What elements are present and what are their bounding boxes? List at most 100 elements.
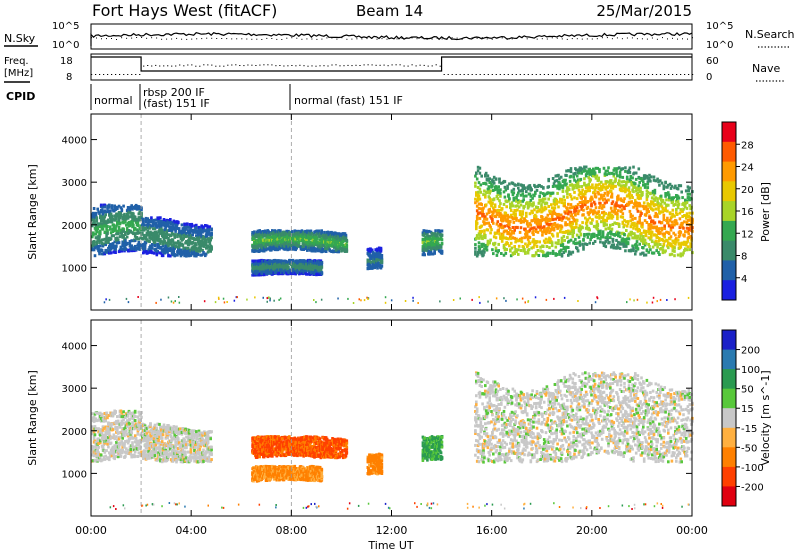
noise-search-point	[656, 38, 658, 40]
echo-cell	[542, 254, 545, 258]
echo-cell	[570, 226, 574, 230]
echo-cell	[271, 231, 275, 235]
echo-cell	[477, 194, 481, 198]
echo-cell	[531, 231, 534, 235]
echo-cell	[150, 224, 153, 228]
echo-cell	[582, 245, 585, 249]
echo-cell	[482, 206, 485, 210]
echo-cell	[163, 234, 167, 238]
echo-cell	[194, 252, 197, 256]
echo-cell	[542, 225, 546, 229]
noise-search-point	[476, 37, 478, 39]
echo-cell	[313, 267, 316, 271]
echo-cell	[112, 223, 116, 227]
echo-cell	[161, 244, 165, 248]
noise-search-point	[136, 37, 138, 38]
echo-cell	[612, 174, 616, 178]
echo-cell	[197, 242, 201, 246]
noise-search-point	[687, 38, 688, 40]
echo-cell	[494, 236, 498, 240]
echo-cell	[598, 197, 601, 201]
echo-cell	[584, 226, 588, 230]
echo-cell	[557, 184, 560, 188]
echo-cell	[587, 183, 591, 186]
echo-cell	[542, 245, 545, 248]
echo-cell	[524, 251, 527, 254]
echo-cell	[612, 172, 616, 176]
echo-cell	[135, 247, 139, 250]
noise-search-point	[386, 38, 388, 40]
echo-cell	[268, 238, 271, 242]
echo-cell	[320, 260, 324, 264]
echo-cell	[483, 250, 486, 254]
echo-cell	[556, 234, 559, 238]
echo-cell	[501, 219, 505, 223]
noise-search-point	[682, 38, 683, 40]
echo-cell	[201, 248, 204, 252]
echo-cell	[559, 248, 563, 252]
echo-cell	[580, 207, 583, 211]
echo-cell	[581, 203, 584, 207]
echo-cell	[556, 232, 559, 236]
nave-point	[371, 64, 373, 66]
echo-cell	[305, 237, 308, 241]
echo-cell	[422, 240, 426, 244]
echo-cell	[309, 246, 313, 250]
echo-cell	[101, 244, 105, 248]
echo-cell	[474, 250, 477, 254]
nave-point	[307, 65, 309, 67]
echo-cell	[584, 242, 587, 246]
echo-cell	[603, 222, 607, 226]
echo-cell	[505, 200, 508, 204]
echo-cell	[100, 208, 104, 212]
echo-cell	[475, 217, 479, 221]
echo-cell	[558, 187, 561, 191]
echo-cell	[533, 194, 536, 198]
echo-cell	[569, 167, 573, 171]
echo-cell	[538, 226, 541, 230]
echo-cell	[515, 250, 518, 254]
echo-cell	[169, 254, 172, 258]
noise-search-point	[571, 38, 573, 40]
noise-search-point	[376, 38, 378, 40]
echo-cell	[155, 253, 159, 257]
echo-cell	[380, 254, 384, 257]
echo-cell	[184, 235, 187, 239]
nave-point	[487, 74, 489, 75]
echo-cell	[91, 233, 95, 237]
echo-cell	[526, 251, 530, 255]
echo-cell	[502, 190, 506, 194]
echo-cell	[583, 177, 586, 181]
echo-cell	[530, 188, 533, 192]
echo-cell	[139, 224, 142, 228]
echo-cell	[112, 225, 116, 229]
echo-cell	[511, 236, 515, 240]
echo-cell	[503, 224, 507, 228]
nave-point	[191, 64, 193, 66]
echo-cell	[137, 246, 141, 250]
nave-point	[311, 65, 313, 67]
echo-cell	[109, 237, 113, 241]
echo-cell	[125, 235, 129, 239]
echo-cell	[546, 228, 550, 232]
echo-cell	[555, 253, 558, 257]
echo-cell	[375, 258, 378, 262]
echo-cell	[602, 244, 606, 247]
echo-cell	[121, 247, 124, 251]
echo-cell	[476, 250, 480, 254]
echo-cell	[369, 263, 372, 267]
echo-cell	[202, 235, 205, 239]
echo-cell	[610, 202, 614, 206]
echo-cell	[520, 236, 524, 240]
echo-cell	[532, 201, 535, 205]
echo-cell	[482, 193, 485, 197]
echo-cell	[344, 234, 348, 238]
echo-cell	[585, 170, 589, 174]
echo-cell	[589, 238, 592, 242]
echo-cell	[595, 234, 599, 237]
echo-cell	[542, 208, 546, 212]
echo-cell	[476, 169, 480, 173]
echo-cell	[277, 259, 280, 263]
echo-cell	[380, 260, 384, 264]
echo-cell	[496, 220, 500, 224]
